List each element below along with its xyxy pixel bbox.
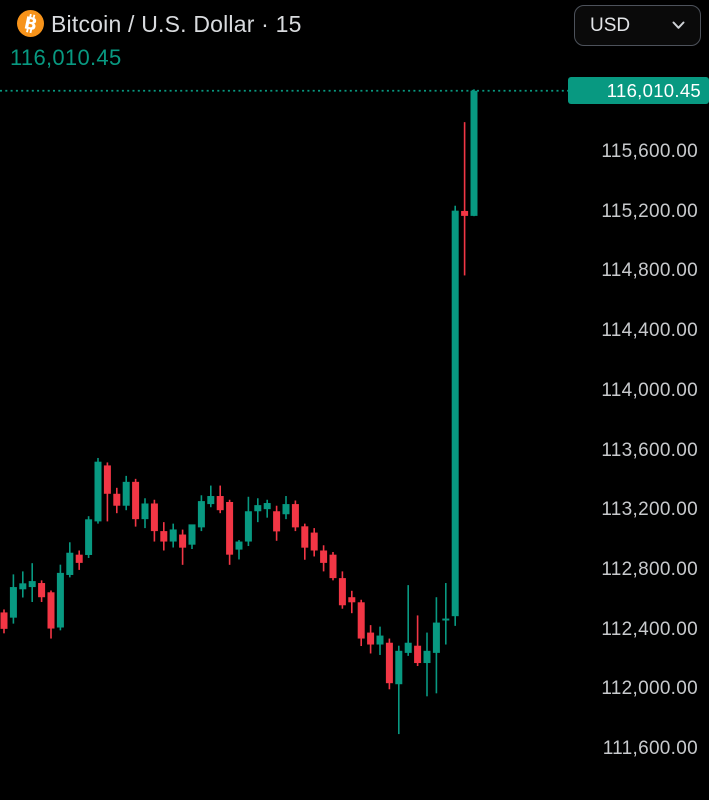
candle-body: [470, 90, 478, 216]
candle-body: [273, 511, 281, 532]
currency-dropdown-value: USD: [590, 14, 631, 36]
last-price: 116,010.45: [10, 45, 122, 70]
candle-body: [169, 529, 177, 542]
candle-body: [310, 532, 318, 551]
candle-body: [216, 496, 224, 511]
candle-body: [461, 210, 469, 216]
candle-body: [197, 501, 205, 528]
candle-body: [301, 526, 309, 548]
candle-body: [38, 583, 46, 598]
candle-body: [385, 642, 393, 684]
candle-body: [235, 541, 243, 550]
candle-wick: [426, 632, 428, 697]
candle-body: [122, 481, 130, 506]
candle-body: [414, 645, 422, 664]
chevron-down-icon: [672, 21, 685, 29]
candle-body: [47, 592, 55, 629]
candle-body: [451, 210, 459, 617]
candle-body: [75, 554, 83, 563]
price-axis-label: 113,600.00: [601, 439, 698, 461]
candle-body: [66, 552, 74, 575]
candle-body: [348, 597, 356, 603]
candle-body: [376, 635, 384, 645]
candle-body: [188, 524, 196, 545]
price-axis-label: 115,200.00: [601, 200, 698, 222]
svg-text:B: B: [22, 12, 39, 34]
candle-body: [160, 531, 168, 542]
candle-body: [404, 642, 412, 653]
price-axis-label: 114,000.00: [601, 379, 698, 401]
candle-wick: [463, 122, 466, 276]
candle-body: [28, 581, 36, 588]
price-axis-label: 112,400.00: [601, 618, 698, 640]
candle-body: [338, 578, 346, 606]
bitcoin-logo-icon: B: [17, 10, 44, 37]
candle-body: [254, 505, 262, 512]
candle-body: [132, 481, 140, 520]
price-axis-label: 111,600.00: [602, 738, 698, 759]
price-axis-label: 112,800.00: [601, 558, 698, 580]
candle-body: [244, 511, 252, 542]
candle-wick: [398, 645, 400, 735]
candle-body: [367, 632, 375, 645]
candle-body: [291, 504, 299, 528]
candle-wick: [407, 585, 409, 656]
candle-wick: [416, 615, 419, 667]
candle-body: [226, 501, 234, 555]
candle-body: [113, 493, 121, 506]
candle-body: [103, 465, 111, 494]
candle-body: [395, 650, 403, 685]
candle-body: [9, 587, 17, 618]
candle-body: [56, 572, 64, 628]
candle-wick: [445, 583, 447, 645]
price-axis-label: 114,800.00: [601, 260, 698, 282]
symbol-title: Bitcoin / U.S. Dollar · 15: [51, 11, 302, 37]
candle-body: [432, 622, 440, 653]
candle-body: [0, 612, 8, 629]
candle-body: [19, 583, 27, 590]
price-axis-label: 115,600.00: [601, 141, 698, 162]
candle-body: [141, 503, 149, 520]
candle-body: [282, 504, 290, 515]
candle-body: [179, 534, 187, 548]
candle-body: [320, 550, 328, 563]
candle-body: [357, 602, 365, 639]
currency-dropdown[interactable]: USD: [574, 5, 701, 46]
candle-body: [442, 618, 450, 621]
candle-body: [329, 554, 337, 579]
candle-body: [85, 519, 93, 555]
candle-body: [94, 461, 102, 522]
current-price-badge: 116,010.45: [568, 77, 709, 105]
price-axis-label: 112,000.00: [601, 678, 698, 700]
price-axis-label: 113,200.00: [601, 499, 698, 521]
price-axis-label: 114,400.00: [601, 320, 698, 342]
candle-body: [263, 503, 271, 510]
candle-body: [423, 650, 431, 664]
candle-body: [207, 496, 215, 505]
candle-body: [150, 503, 158, 532]
candle-wick: [238, 540, 240, 560]
